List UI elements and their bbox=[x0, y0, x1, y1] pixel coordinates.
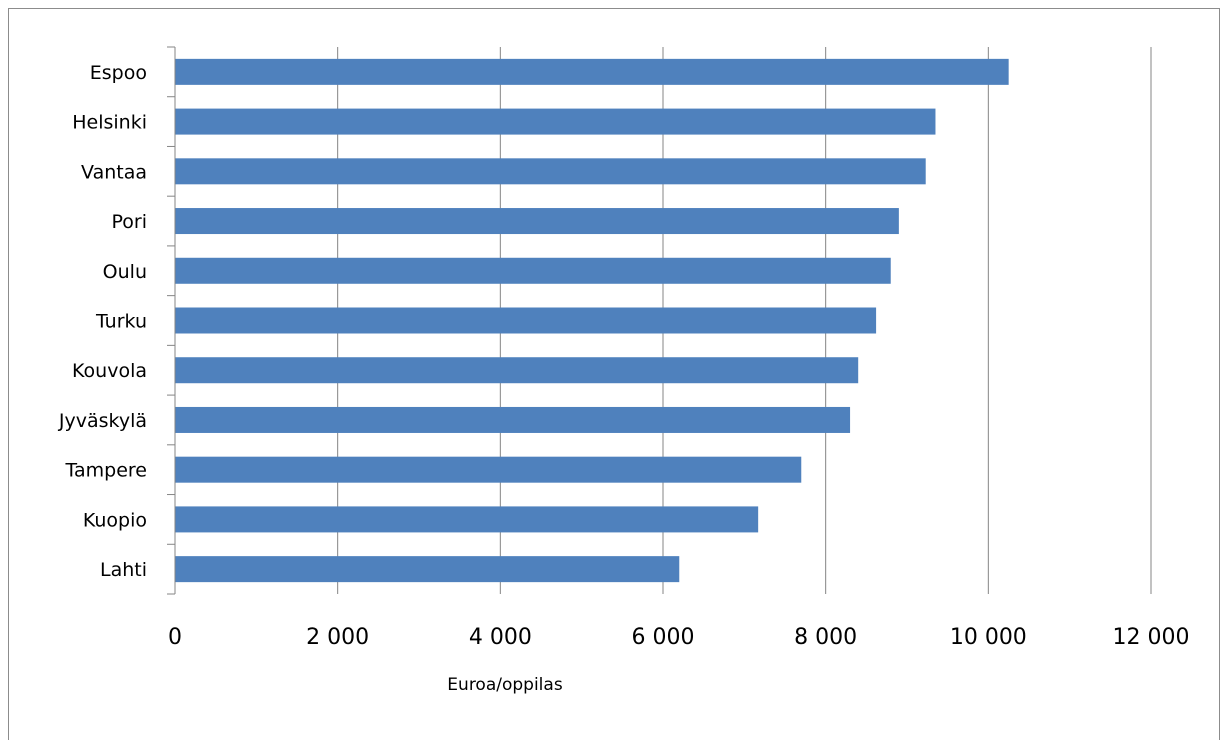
category-label: Kouvola bbox=[72, 360, 147, 382]
bars bbox=[175, 58, 1009, 583]
bar-Lahti bbox=[175, 556, 680, 583]
axes bbox=[167, 46, 176, 595]
bar-Turku bbox=[175, 307, 877, 334]
category-label: Oulu bbox=[103, 261, 147, 283]
x-tick-label: 6 000 bbox=[632, 625, 695, 650]
chart-frame bbox=[8, 8, 1220, 740]
category-label: Tampere bbox=[65, 460, 147, 482]
category-label: Lahti bbox=[100, 559, 147, 581]
x-axis-title: Euroa/oppilas bbox=[447, 675, 563, 695]
category-label: Helsinki bbox=[72, 112, 147, 134]
x-tick-label: 10 000 bbox=[950, 625, 1027, 650]
bar-Kuopio bbox=[175, 506, 759, 533]
bar-Pori bbox=[175, 208, 899, 235]
x-tick-label: 0 bbox=[168, 625, 182, 650]
category-labels: Espoo Helsinki Vantaa Pori Oulu Turku Kouvola J… bbox=[58, 62, 147, 581]
category-label: Espoo bbox=[90, 62, 147, 84]
bar-Tampere bbox=[175, 456, 802, 483]
x-tick-label: 8 000 bbox=[794, 625, 857, 650]
x-tick-label: 2 000 bbox=[306, 625, 369, 650]
bar-Vantaa bbox=[175, 158, 926, 185]
bar-Oulu bbox=[175, 257, 891, 284]
category-label: Jyväskylä bbox=[58, 410, 147, 432]
x-tick-labels: 0 2 000 4 000 6 000 8 000 10 000 12 000 bbox=[168, 625, 1189, 650]
bar-Kouvola bbox=[175, 357, 859, 384]
bar-Espoo bbox=[175, 58, 1009, 85]
category-label: Kuopio bbox=[83, 509, 147, 531]
bar-Jyväskylä bbox=[175, 406, 851, 433]
x-tick-label: 4 000 bbox=[469, 625, 532, 650]
bar-Helsinki bbox=[175, 108, 936, 135]
category-label: Vantaa bbox=[81, 161, 147, 183]
category-label: Turku bbox=[95, 311, 147, 333]
category-label: Pori bbox=[112, 211, 148, 233]
x-tick-label: 12 000 bbox=[1113, 625, 1190, 650]
